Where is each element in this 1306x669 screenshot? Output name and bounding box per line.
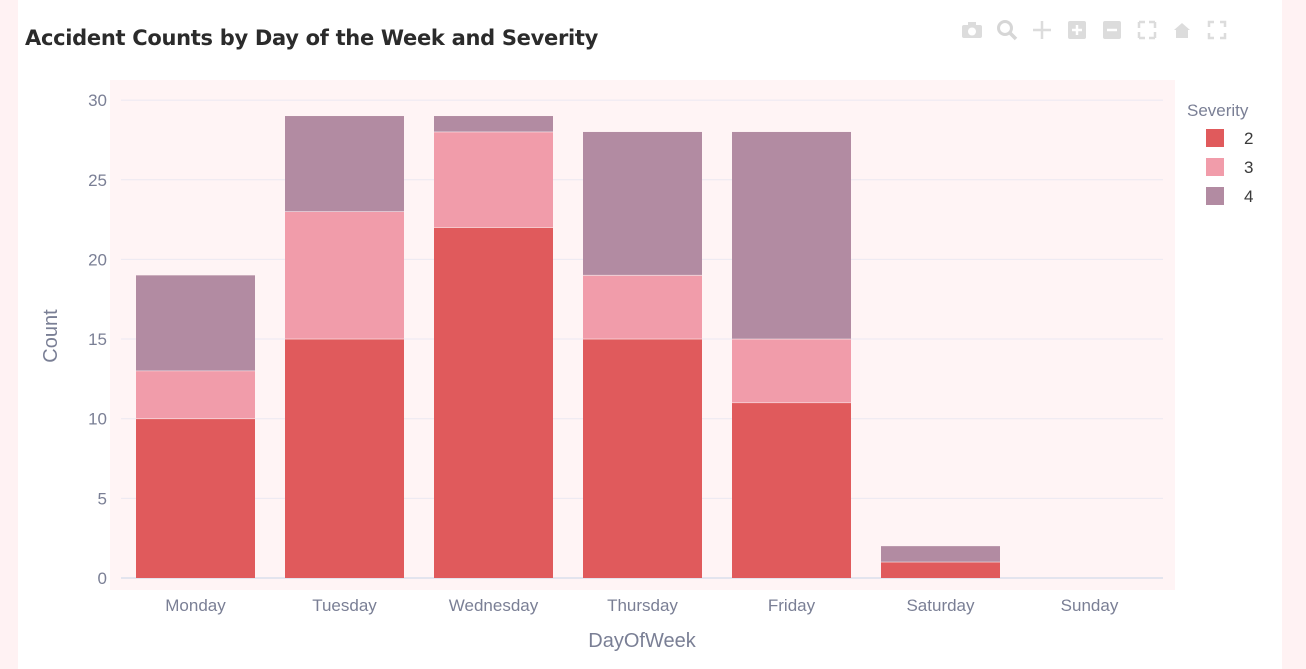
legend-label[interactable]: 3: [1244, 158, 1253, 177]
plot-modebar: [958, 16, 1230, 44]
x-tick-label: Sunday: [1061, 596, 1119, 615]
x-axis-title: DayOfWeek: [588, 630, 696, 652]
x-tick-label: Thursday: [607, 596, 678, 615]
autoscale-icon[interactable]: [1133, 17, 1160, 44]
bar-segment[interactable]: [136, 370, 255, 419]
zoom-in-icon[interactable]: [1063, 17, 1090, 44]
bar-segment[interactable]: [285, 339, 404, 578]
legend-swatch[interactable]: [1206, 187, 1224, 205]
y-tick-label: 5: [98, 489, 107, 508]
fullscreen-icon[interactable]: [1203, 17, 1230, 44]
y-tick-label: 15: [88, 330, 107, 349]
chart-title: Accident Counts by Day of the Week and S…: [25, 26, 599, 50]
legend-swatch[interactable]: [1206, 129, 1224, 147]
bar-segment[interactable]: [732, 339, 851, 403]
home-icon[interactable]: [1168, 17, 1195, 44]
bar-segment[interactable]: [434, 131, 553, 228]
zoom-icon[interactable]: [993, 17, 1020, 44]
x-tick-label: Monday: [165, 596, 226, 615]
y-tick-label: 30: [88, 91, 107, 110]
bar-segment[interactable]: [136, 418, 255, 578]
bar-segment[interactable]: [285, 211, 404, 340]
bar-segment[interactable]: [881, 562, 1000, 578]
zoom-out-icon[interactable]: [1098, 17, 1125, 44]
bar-segment[interactable]: [583, 339, 702, 578]
x-tick-label: Tuesday: [312, 596, 377, 615]
bar-segment[interactable]: [136, 275, 255, 371]
bar-segment[interactable]: [583, 275, 702, 340]
bar-segment[interactable]: [434, 116, 553, 132]
x-tick-label: Saturday: [906, 596, 975, 615]
bar-segment[interactable]: [732, 402, 851, 578]
legend-title: Severity: [1187, 101, 1249, 120]
x-tick-label: Wednesday: [449, 596, 539, 615]
y-tick-label: 25: [88, 171, 107, 190]
pan-icon[interactable]: [1028, 17, 1055, 44]
bars: [136, 116, 1000, 579]
y-tick-label: 10: [88, 410, 107, 429]
legend: Severity 2 3 4: [1187, 101, 1253, 206]
bar-segment[interactable]: [881, 546, 1000, 563]
x-tick-labels: Monday Tuesday Wednesday Thursday Friday Satu…: [165, 596, 1119, 615]
bar-segment[interactable]: [434, 227, 553, 579]
bar-segment[interactable]: [285, 116, 404, 212]
legend-label[interactable]: 2: [1244, 129, 1253, 148]
legend-swatch[interactable]: [1206, 158, 1224, 176]
x-tick-label: Friday: [768, 596, 816, 615]
legend-label[interactable]: 4: [1244, 187, 1253, 206]
y-tick-labels: 0 5 10 15 20 25 30: [88, 91, 107, 588]
camera-icon[interactable]: [958, 17, 985, 44]
bar-segment[interactable]: [583, 131, 702, 276]
bar-segment[interactable]: [732, 131, 851, 340]
y-tick-label: 0: [98, 569, 107, 588]
y-axis-title: Count: [40, 309, 62, 363]
y-tick-label: 20: [88, 250, 107, 269]
